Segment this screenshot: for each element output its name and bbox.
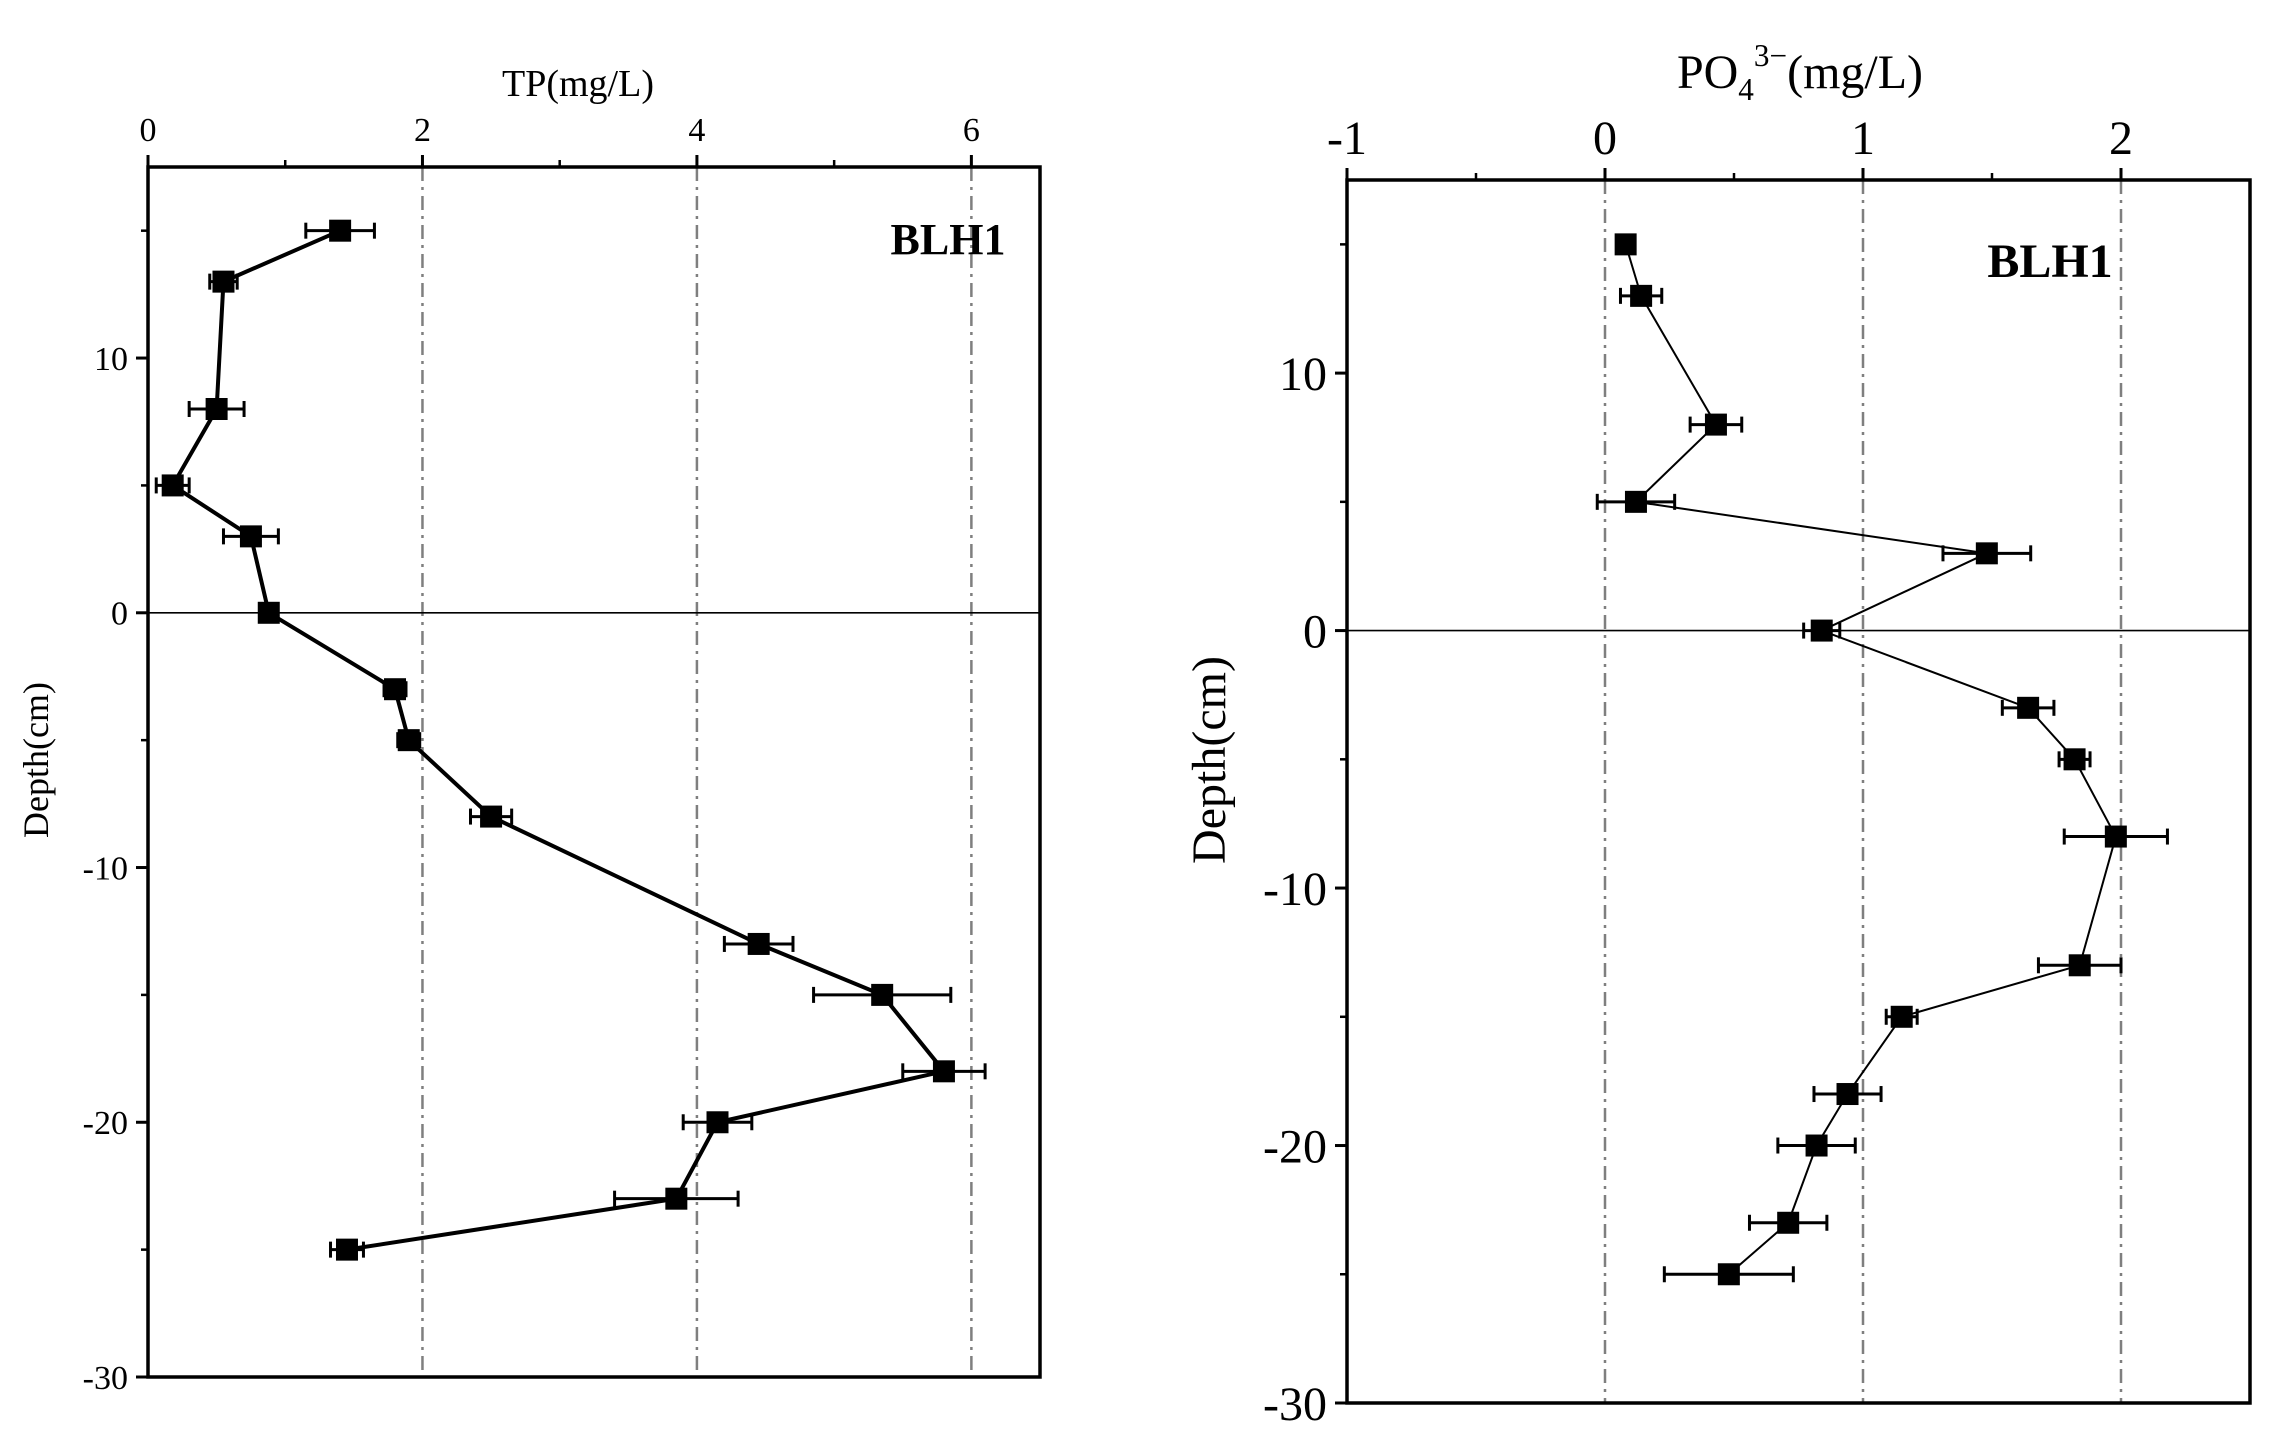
data-point-8 [480,805,503,828]
y-axis-title: Depth(cm) [16,682,56,838]
tp-depth-chart: 0 2 4 6 10 0 -10 -20 -30 TP(mg/L) Depth(cm) BLH1 [16,63,1042,1397]
x-tick-label-2: 1 [1851,112,1875,165]
data-point-12 [1805,1134,1828,1157]
y-tick-label-1: 0 [111,596,128,633]
data-point-7 [2063,748,2086,771]
data-point-12 [706,1111,729,1134]
phosphate-depth-chart: -1 0 1 2100-10-20-30PO43−(mg/L)Depth(cm)BLH… [1183,38,2252,1431]
y-tick-label-4: -30 [1263,1378,1327,1431]
x-tick-label-1: 2 [414,112,431,149]
data-point-3 [161,474,184,497]
x-axis-title-main: PO [1677,46,1738,99]
data-point-6 [2017,696,2040,719]
x-axis-title-sup: 3− [1754,38,1787,73]
x-tick-label-2: 4 [688,112,705,149]
series-line [170,228,948,1252]
data-point-13 [1777,1211,1800,1234]
data-point-1 [1630,284,1653,307]
data-point-0 [329,219,352,242]
data-point-14 [335,1238,358,1261]
data-point-9 [2068,954,2091,977]
data-point-4 [239,525,262,548]
x-tick-label-3: 6 [963,112,980,149]
plot-frame [1345,178,2252,1405]
x-tick-label-0: 0 [140,112,157,149]
x-axis-title: PO43−(mg/L) [1677,38,1923,107]
plot-frame [146,165,1042,1379]
y-tick-label-2: -10 [83,850,128,887]
data-point-8 [2104,825,2127,848]
x-tick-label-0: -1 [1327,112,1367,165]
data-point-10 [871,983,894,1006]
data-point-2 [205,398,228,420]
y-tick-label-0: 10 [1279,348,1327,401]
data-point-5 [257,601,280,624]
x-axis-title: TP(mg/L) [502,63,654,105]
panel-label: BLH1 [891,215,1006,264]
data-point-1 [212,270,235,293]
data-point-0 [1614,233,1637,256]
data-point-13 [665,1187,688,1210]
data-point-3 [1624,490,1647,513]
x-axis-title-sub: 4 [1738,72,1754,107]
data-point-14 [1717,1263,1740,1286]
y-tick-label-0: 10 [94,341,128,378]
data-point-6 [384,678,407,701]
data-point-10 [1890,1005,1913,1028]
y-axis-title: Depth(cm) [1183,656,1236,864]
data-point-5 [1810,619,1833,642]
data-point-9 [747,932,770,955]
y-tick-label-1: 0 [1303,605,1327,658]
y-tick-label-4: -30 [83,1360,128,1397]
x-axis-title-unit: (mg/L) [1787,46,1923,99]
x-tick-label-3: 2 [2109,112,2133,165]
data-point-7 [397,729,420,752]
panel-label: BLH1 [1987,235,2112,288]
data-point-11 [1836,1083,1859,1106]
y-tick-label-3: -20 [83,1105,128,1142]
data-point-11 [932,1060,955,1083]
y-tick-label-3: -20 [1263,1120,1327,1173]
data-point-2 [1704,413,1727,436]
y-tick-label-2: -10 [1263,863,1327,916]
data-point-4 [1975,542,1998,565]
series-line [1624,244,2117,1276]
x-tick-label-1: 0 [1593,112,1617,165]
